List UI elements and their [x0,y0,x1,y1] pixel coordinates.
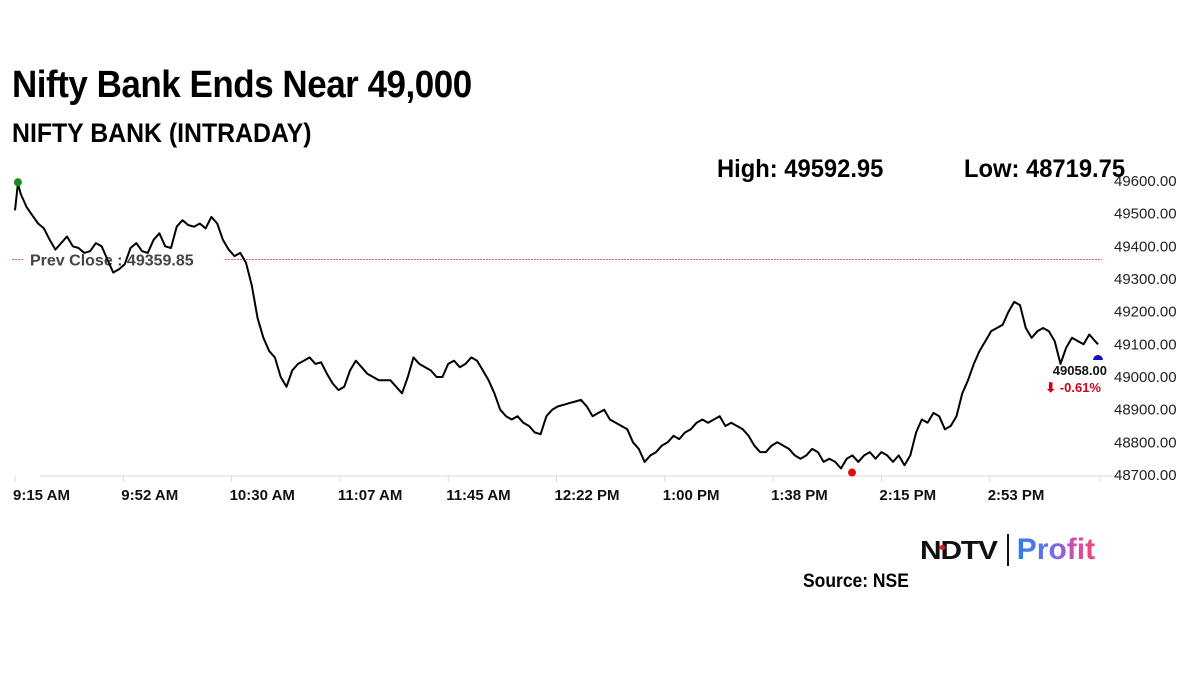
prev-close-line: Prev Close : 49359.85 [12,248,1102,269]
x-tick-label: 11:45 AM [446,487,510,504]
y-tick-label: 49100.00 [1114,336,1177,353]
y-tick-label: 49400.00 [1114,238,1177,255]
y-tick-label: 48700.00 [1114,467,1177,484]
y-tick-label: 48800.00 [1114,434,1177,451]
ndtv-profit-logo: NDTV Profit [920,533,1095,567]
last-price-marker [1093,355,1103,361]
x-tick-label: 10:30 AM [230,487,295,504]
high-value: High: 49592.95 [717,155,884,183]
y-tick-label: 49200.00 [1114,304,1177,321]
x-axis: 9:15 AM 9:52 AM 10:30 AM 11:07 AM 11:45 AM 12… [13,475,1118,504]
x-tick-label: 2:15 PM [879,487,936,504]
y-tick-label: 48900.00 [1114,402,1177,419]
price-line [14,182,1099,470]
logo-divider [1006,534,1009,566]
x-tick-label: 2:53 PM [988,487,1045,504]
x-tick-label: 1:00 PM [663,487,720,504]
y-tick-label: 49000.00 [1114,369,1177,386]
last-price-label: 49058.00 [1053,363,1107,378]
x-tick-label: 1:38 PM [771,487,828,504]
source-note: Source: NSE [803,571,909,592]
change-percent-label: ⬇ -0.61% [1045,380,1101,395]
y-tick-label: 49500.00 [1114,206,1177,223]
x-tick-label: 11:07 AM [338,487,402,504]
prev-close-label: Prev Close : 49359.85 [30,252,194,269]
profit-wordmark: Profit [1016,533,1096,566]
y-tick-label: 49600.00 [1114,173,1177,190]
x-tick-label: 9:52 AM [121,487,178,504]
chart-subtitle: NIFTY BANK (INTRADAY) [12,118,312,148]
x-tick-label: 9:15 AM [13,487,70,504]
low-value: Low: 48719.75 [964,155,1126,183]
y-axis: 49600.00 49500.00 49400.00 49300.00 49200.00… [1114,173,1177,484]
ndtv-wordmark: NDTV [920,534,998,565]
y-tick-label: 49300.00 [1114,271,1177,288]
page-title: Nifty Bank Ends Near 49,000 [12,64,472,106]
open-marker [13,178,22,187]
x-tick-label: 12:22 PM [555,487,620,504]
day-low-marker [848,468,856,477]
